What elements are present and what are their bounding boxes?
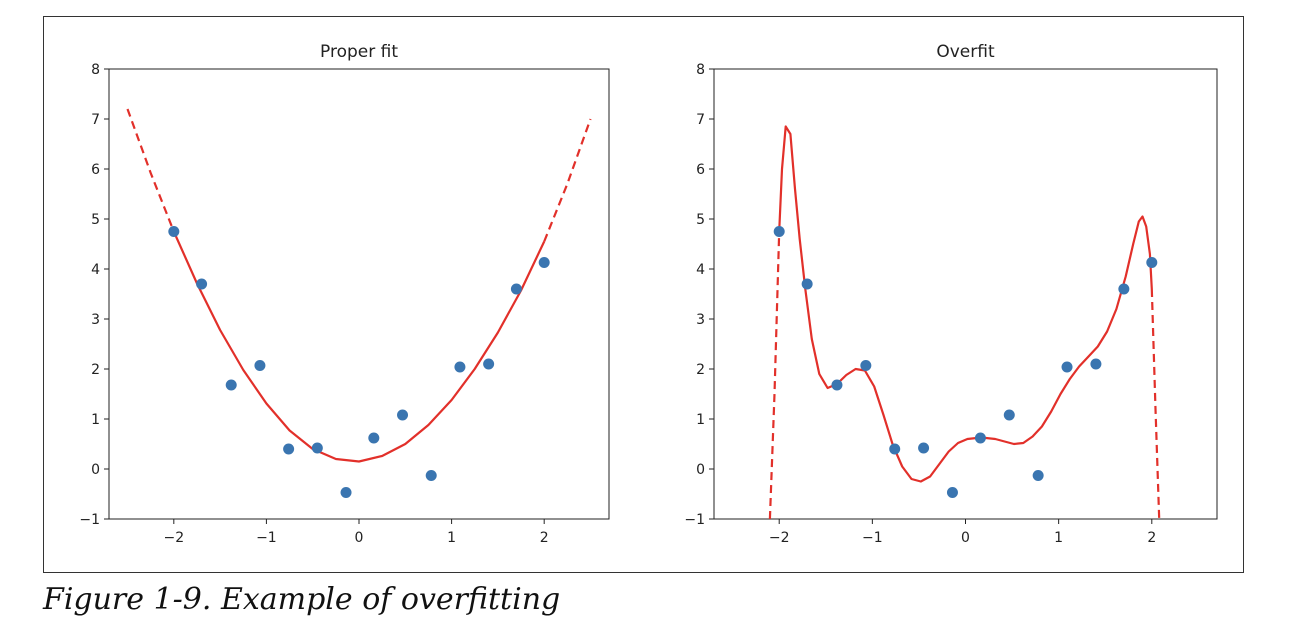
y-tick-label: 8 — [696, 62, 705, 78]
x-tick-label: 0 — [355, 530, 364, 546]
x-tick-label: 1 — [447, 530, 456, 546]
y-tick-label: 2 — [91, 362, 100, 378]
data-point — [454, 361, 466, 373]
y-tick-label: 8 — [91, 62, 100, 78]
data-point — [1146, 257, 1158, 268]
fit-curve — [778, 125, 1153, 483]
plot-area-frame — [108, 68, 610, 520]
y-tick-label: −1 — [684, 512, 705, 528]
data-point — [1090, 358, 1102, 370]
chart-title: Overfit — [936, 42, 995, 62]
y-tick-label: 1 — [91, 412, 100, 428]
x-tick-label: 2 — [540, 530, 549, 546]
y-tick-label: 4 — [91, 262, 100, 278]
chart-panel-1: Proper fit −2 −1 0 1 2 −1 0 1 2 3 4 5 6 7 8 — [79, 42, 610, 546]
data-point — [397, 409, 409, 421]
y-tick-label: 5 — [91, 212, 100, 228]
x-tick-label: −2 — [769, 530, 790, 546]
y-tick-label: 2 — [696, 362, 705, 378]
chart-title: Proper fit — [320, 42, 398, 62]
data-point — [311, 442, 323, 454]
y-tick-label: 0 — [91, 462, 100, 478]
y-tick-label: 1 — [696, 412, 705, 428]
y-tick-label: 0 — [696, 462, 705, 478]
data-point — [368, 432, 380, 444]
fit-curve-dashed-right — [1150, 288, 1161, 519]
fit-curve-dashed-right — [543, 118, 592, 242]
data-point — [483, 358, 495, 370]
data-point — [1118, 283, 1130, 295]
data-point — [225, 379, 237, 391]
data-point — [773, 226, 785, 237]
x-tick-label: −1 — [256, 530, 277, 546]
y-tick-label: 7 — [696, 112, 705, 128]
x-tick-label: −2 — [163, 530, 184, 546]
data-point — [889, 443, 901, 455]
x-tick-label: 1 — [1054, 530, 1063, 546]
data-point — [283, 443, 295, 455]
y-tick-label: 5 — [696, 212, 705, 228]
x-tick-label: 0 — [961, 530, 970, 546]
data-point — [254, 360, 266, 371]
x-tick-label: −1 — [862, 530, 883, 546]
y-tick-label: 6 — [696, 162, 705, 178]
x-tick-label: 2 — [1147, 530, 1156, 546]
fit-curve-dashed-left — [126, 108, 175, 232]
data-point — [946, 487, 958, 498]
y-tick-label: 6 — [91, 162, 100, 178]
y-tick-label: 3 — [696, 312, 705, 328]
chart-panel-2: Overfit −2 −1 0 1 2 −1 0 1 2 3 4 5 6 7 8 — [684, 42, 1218, 546]
data-point — [831, 379, 843, 391]
figure-chart: Proper fit −2 −1 0 1 2 −1 0 1 2 3 4 5 6 7 8 Overfit −2 −1 0… — [79, 42, 1218, 546]
data-point — [538, 257, 550, 268]
data-point — [801, 278, 813, 290]
data-point — [1003, 409, 1015, 421]
y-tick-label: 4 — [696, 262, 705, 278]
data-point — [340, 487, 352, 498]
y-tick-label: −1 — [79, 512, 100, 528]
data-point — [425, 470, 437, 481]
data-point — [168, 226, 180, 237]
y-tick-label: 7 — [91, 112, 100, 128]
figure-caption: Figure 1-9. Example of overfitting — [43, 582, 561, 617]
data-point — [1032, 470, 1044, 481]
fit-curve-dashed-left — [768, 231, 781, 519]
fit-curve-group — [768, 125, 1161, 519]
plot-area-frame — [713, 68, 1218, 520]
data-point — [860, 360, 872, 371]
fit-curve-group — [126, 108, 592, 463]
figure-frame: Proper fit −2 −1 0 1 2 −1 0 1 2 3 4 5 6 7 8 Overfit −2 −1 0… — [43, 16, 1244, 573]
data-point — [510, 283, 522, 295]
data-point — [196, 278, 208, 290]
data-point — [974, 432, 986, 444]
y-tick-label: 3 — [91, 312, 100, 328]
data-point — [918, 442, 930, 454]
data-point — [1061, 361, 1073, 373]
fit-curve — [172, 231, 546, 463]
